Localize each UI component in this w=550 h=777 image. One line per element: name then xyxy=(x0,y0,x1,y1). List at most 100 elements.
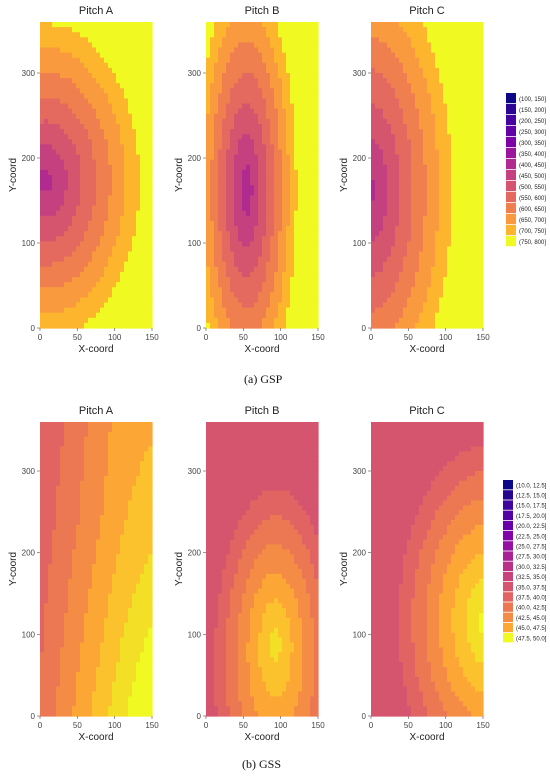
contour-cell xyxy=(230,195,235,202)
contour-cell xyxy=(40,251,45,258)
contour-cell xyxy=(116,134,121,140)
contour-cell xyxy=(451,32,456,38)
contour-cell xyxy=(371,292,376,298)
contour-cell xyxy=(246,190,251,196)
contour-cell xyxy=(383,113,388,120)
contour-cell xyxy=(266,57,271,64)
contour-cell xyxy=(258,307,263,314)
contour-cell xyxy=(262,215,267,222)
contour-cell xyxy=(415,185,420,191)
contour-cell xyxy=(96,271,101,278)
contour-cell xyxy=(294,266,299,273)
contour-cell xyxy=(455,78,460,84)
contour-cell xyxy=(112,98,117,105)
contour-cell xyxy=(230,180,235,186)
contour-cell xyxy=(76,246,81,253)
contour-cell xyxy=(254,103,259,110)
contour-cell xyxy=(132,144,137,151)
contour-cell xyxy=(234,282,239,288)
contour-cell xyxy=(371,215,376,222)
contour-cell xyxy=(427,266,432,273)
contour-cell xyxy=(210,108,215,115)
contour-cell xyxy=(431,200,436,207)
contour-cell xyxy=(68,88,73,94)
contour-cell xyxy=(116,52,121,59)
contour-cell xyxy=(222,52,227,59)
contour-cell xyxy=(84,266,89,273)
contour-cell xyxy=(92,27,97,33)
contour-cell xyxy=(72,282,77,288)
contour-cell xyxy=(387,226,392,232)
contour-cell xyxy=(112,277,117,283)
contour-cell xyxy=(455,205,460,212)
contour-cell xyxy=(140,256,145,263)
contour-cell xyxy=(112,226,117,232)
contour-cell xyxy=(399,149,404,156)
contour-cell xyxy=(84,113,89,120)
contour-cell xyxy=(467,266,472,273)
contour-cell xyxy=(407,149,412,156)
contour-cell xyxy=(218,22,223,28)
contour-cell xyxy=(250,42,255,49)
contour-cell xyxy=(379,205,384,212)
contour-cell xyxy=(72,241,77,247)
contour-cell xyxy=(56,134,61,140)
contour-cell xyxy=(72,317,77,324)
contour-cell xyxy=(415,292,420,298)
contour-cell xyxy=(246,251,251,258)
contour-cell xyxy=(447,78,452,84)
contour-cell xyxy=(40,180,45,186)
contour-cell xyxy=(218,139,223,145)
contour-cell xyxy=(383,277,388,283)
contour-cell xyxy=(128,88,133,94)
contour-cell xyxy=(132,287,137,293)
contour-cell xyxy=(64,302,69,309)
contour-cell xyxy=(52,241,57,247)
contour-cell xyxy=(64,261,69,268)
contour-cell xyxy=(72,271,77,278)
contour-cell xyxy=(254,144,259,151)
contour-cell xyxy=(210,27,215,33)
contour-cell xyxy=(136,302,141,309)
contour-cell xyxy=(210,307,215,314)
contour-cell xyxy=(234,200,239,207)
contour-cell xyxy=(48,205,53,212)
contour-cell xyxy=(210,277,215,283)
contour-cell xyxy=(206,210,211,217)
contour-cell xyxy=(40,93,45,100)
contour-cell xyxy=(140,180,145,186)
contour-cell xyxy=(218,42,223,49)
contour-cell xyxy=(250,113,255,120)
contour-cell xyxy=(467,256,472,263)
contour-cell xyxy=(254,118,259,125)
contour-cell xyxy=(431,231,436,237)
contour-cell xyxy=(455,42,460,49)
contour-cell xyxy=(254,134,259,140)
contour-cell xyxy=(234,124,239,130)
contour-cell xyxy=(230,124,235,130)
contour-cell xyxy=(218,185,223,191)
contour-cell xyxy=(262,139,267,145)
contour-cell xyxy=(84,22,89,28)
contour-cell xyxy=(100,236,105,242)
contour-cell xyxy=(270,277,275,283)
contour-cell xyxy=(411,185,416,191)
contour-cell xyxy=(48,93,53,100)
contour-cell xyxy=(80,302,85,309)
contour-cell xyxy=(128,302,133,309)
contour-cell xyxy=(463,302,468,309)
contour-cell xyxy=(266,292,271,298)
contour-cell xyxy=(286,113,291,120)
contour-cell xyxy=(371,277,376,283)
contour-cell xyxy=(128,287,133,293)
contour-cell xyxy=(302,261,307,268)
contour-cell xyxy=(56,271,61,278)
contour-cell xyxy=(459,307,464,314)
contour-cell xyxy=(96,113,101,120)
contour-cell xyxy=(302,200,307,207)
contour-cell xyxy=(439,149,444,156)
contour-cell xyxy=(108,124,113,130)
contour-cell xyxy=(148,93,153,100)
contour-cell xyxy=(246,52,251,59)
contour-cell xyxy=(96,261,101,268)
